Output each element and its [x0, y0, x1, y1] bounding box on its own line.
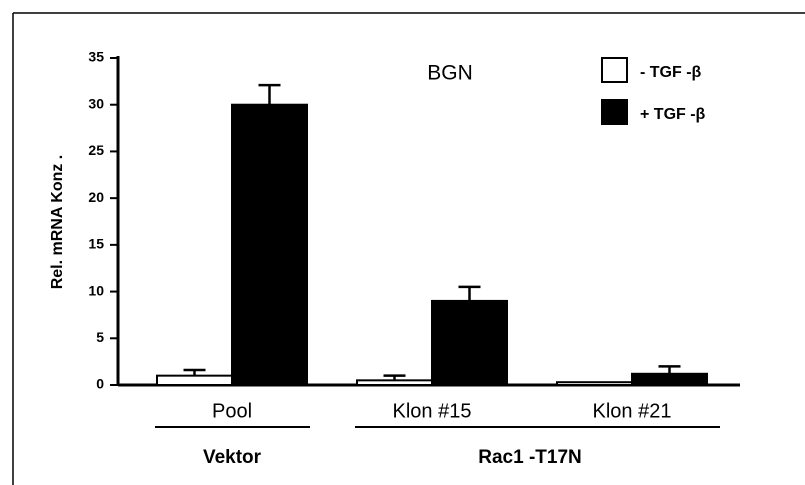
- y-tick-label: 25: [88, 142, 104, 158]
- y-tick-label: 0: [96, 376, 104, 392]
- y-tick-label: 15: [88, 236, 104, 252]
- bar: [356, 379, 433, 387]
- y-tick-label: 30: [88, 95, 104, 111]
- group-label: Rac1 -T17N: [478, 447, 582, 468]
- legend-label: + TGF -β: [640, 106, 706, 123]
- bar: [431, 299, 508, 386]
- legend-label: - TGF -β: [640, 64, 702, 81]
- y-tick-label: 20: [88, 189, 104, 205]
- y-tick-label: 5: [96, 329, 104, 345]
- bar: [631, 372, 708, 387]
- legend-swatch: [601, 57, 628, 83]
- y-tick-label: 10: [88, 282, 104, 298]
- y-axis-label: Rel. mRNA Konz .: [49, 155, 66, 290]
- y-tick-label: 35: [88, 49, 104, 65]
- bar: [231, 103, 308, 386]
- x-tick-label: Klon #21: [593, 400, 672, 422]
- chart-title: BGN: [427, 62, 473, 85]
- group-label: Vektor: [203, 447, 262, 468]
- bar: [556, 381, 633, 387]
- x-tick-label: Pool: [212, 400, 252, 422]
- legend-swatch: [601, 99, 628, 125]
- x-tick-label: Klon #15: [393, 400, 472, 422]
- bar: [156, 374, 233, 386]
